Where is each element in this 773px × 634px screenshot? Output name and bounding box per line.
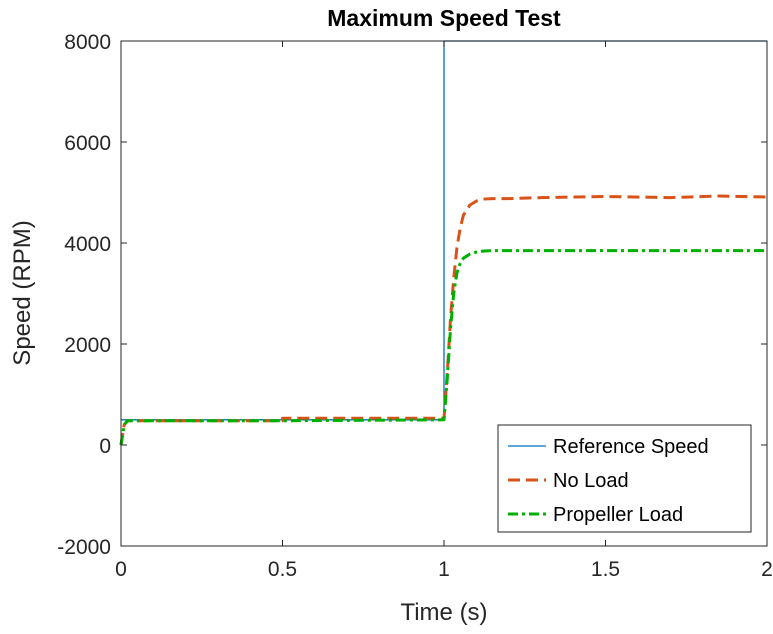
x-tick-label: 1	[438, 558, 450, 581]
series-line-no-load	[119, 194, 768, 446]
chart-title: Maximum Speed Test	[327, 5, 561, 31]
legend-label-propeller-load: Propeller Load	[553, 504, 683, 526]
x-tick-label: 0.5	[268, 558, 297, 581]
legend: Reference Speed No Load Propeller Load	[497, 424, 752, 533]
x-axis-label: Time (s)	[400, 599, 487, 626]
y-axis-label: Speed (RPM)	[9, 220, 36, 365]
y-tick-label: 2000	[64, 334, 111, 357]
x-tick-label: 2	[761, 558, 773, 581]
y-tick-label: -2000	[57, 536, 111, 559]
y-tick-label: 4000	[64, 233, 111, 256]
y-tick-label: 0	[99, 435, 111, 458]
y-tick-label: 6000	[64, 132, 111, 155]
x-tick-label: 0	[115, 558, 127, 581]
x-tick-label: 1.5	[591, 558, 620, 581]
y-tick-label: 8000	[64, 31, 111, 54]
series-line-propeller-load	[119, 249, 767, 446]
legend-label-reference-speed: Reference Speed	[553, 436, 709, 458]
legend-label-no-load: No Load	[553, 470, 629, 492]
legend-box	[497, 424, 752, 533]
